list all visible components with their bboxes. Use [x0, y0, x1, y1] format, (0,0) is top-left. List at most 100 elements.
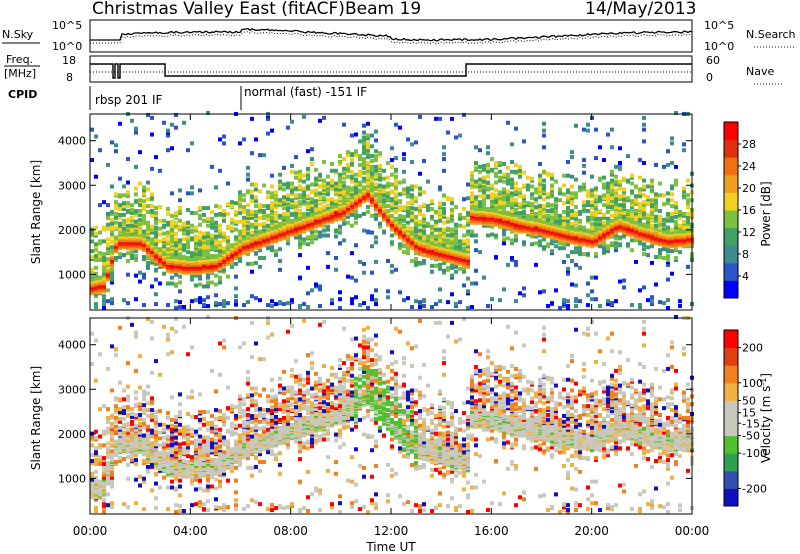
power-cell: [478, 184, 482, 189]
power-cell: [294, 186, 298, 191]
power-cell: [178, 305, 182, 310]
power-cell: [146, 263, 150, 268]
power-cell: [498, 298, 502, 303]
power-cell: [366, 165, 370, 170]
power-cell: [546, 208, 550, 213]
power-cell: [198, 235, 202, 240]
power-cell: [614, 164, 618, 169]
power-cell: [414, 257, 418, 261]
power-cell: [674, 247, 678, 252]
power-cell: [418, 300, 422, 305]
power-cell: [670, 249, 674, 254]
power-cell: [166, 133, 170, 138]
power-cell: [630, 189, 634, 194]
power-cell: [110, 209, 114, 214]
power-cell: [418, 222, 422, 227]
power-cell: [442, 157, 446, 162]
power-cell: [506, 165, 510, 170]
power-cell: [410, 258, 414, 263]
power-cell: [662, 164, 666, 169]
power-cell: [398, 213, 402, 218]
power-cell: [94, 225, 98, 230]
power-cell: [670, 160, 674, 165]
power-cell: [214, 293, 218, 298]
power-cell: [506, 192, 510, 197]
power-cell: [566, 271, 570, 276]
power-cell: [414, 221, 418, 226]
power-cell: [310, 288, 314, 293]
power-cell: [594, 156, 598, 161]
power-cell: [254, 137, 258, 142]
power-cell: [266, 131, 270, 136]
power-cell: [622, 210, 626, 215]
power-cell: [650, 210, 654, 215]
power-cell: [150, 192, 154, 197]
power-cell: [214, 220, 218, 225]
power-cell: [170, 249, 174, 254]
power-cell: [194, 228, 198, 233]
power-cell: [302, 192, 306, 197]
power-cell: [522, 170, 526, 175]
power-cell: [510, 159, 514, 164]
power-cell: [598, 304, 602, 309]
power-cell: [418, 186, 422, 191]
freq-right-label: Nave: [746, 65, 774, 78]
power-cell: [634, 202, 638, 207]
power-cell: [206, 238, 210, 243]
power-cell: [506, 181, 510, 186]
power-cell: [362, 228, 366, 233]
power-cell: [130, 210, 134, 215]
power-cell: [482, 204, 486, 209]
power-cell: [518, 213, 522, 218]
power-cell: [370, 244, 374, 249]
power-cell: [406, 186, 410, 191]
power-cell: [390, 233, 394, 238]
power-cell: [214, 246, 218, 251]
power-cell: [142, 204, 146, 209]
power-cell: [570, 221, 574, 226]
power-cell: [474, 165, 478, 170]
freq-right-tick-bottom: 0: [706, 71, 713, 84]
power-cell: [378, 183, 382, 188]
power-cell: [386, 208, 390, 213]
power-cell: [262, 208, 266, 213]
power-cell: [326, 251, 330, 256]
power-cell: [342, 180, 346, 185]
power-cell: [154, 216, 158, 221]
power-cell: [594, 209, 598, 214]
power-cell: [142, 255, 146, 260]
power-cell: [366, 205, 370, 210]
power-cell: [326, 181, 330, 186]
power-cell: [470, 191, 474, 196]
power-cell: [362, 157, 366, 162]
power-cell: [370, 174, 374, 179]
power-cell: [306, 242, 310, 247]
power-cell: [614, 211, 618, 216]
power-cell: [570, 215, 574, 220]
power-cell: [530, 202, 534, 207]
power-cell: [494, 160, 498, 165]
power-cell: [134, 219, 138, 224]
power-cell: [670, 192, 674, 197]
power-cell: [270, 184, 274, 189]
power-cell: [310, 206, 314, 211]
power-cell: [618, 279, 622, 284]
power-cell: [194, 234, 198, 239]
power-cell: [510, 191, 514, 196]
power-cell: [318, 202, 322, 207]
power-cell: [614, 197, 618, 202]
power-cell: [174, 237, 178, 242]
power-cell: [454, 222, 458, 227]
power-cell: [610, 185, 614, 190]
power-cell: [594, 221, 598, 226]
power-cell: [342, 190, 346, 195]
power-cell: [350, 251, 354, 256]
power-cell: [102, 252, 106, 257]
power-cell: [142, 303, 146, 308]
power-cell: [110, 274, 114, 279]
power-cell: [314, 167, 318, 172]
power-cell: [198, 255, 202, 260]
power-cell: [438, 208, 442, 213]
power-cell: [394, 192, 398, 197]
power-cell: [542, 145, 546, 150]
